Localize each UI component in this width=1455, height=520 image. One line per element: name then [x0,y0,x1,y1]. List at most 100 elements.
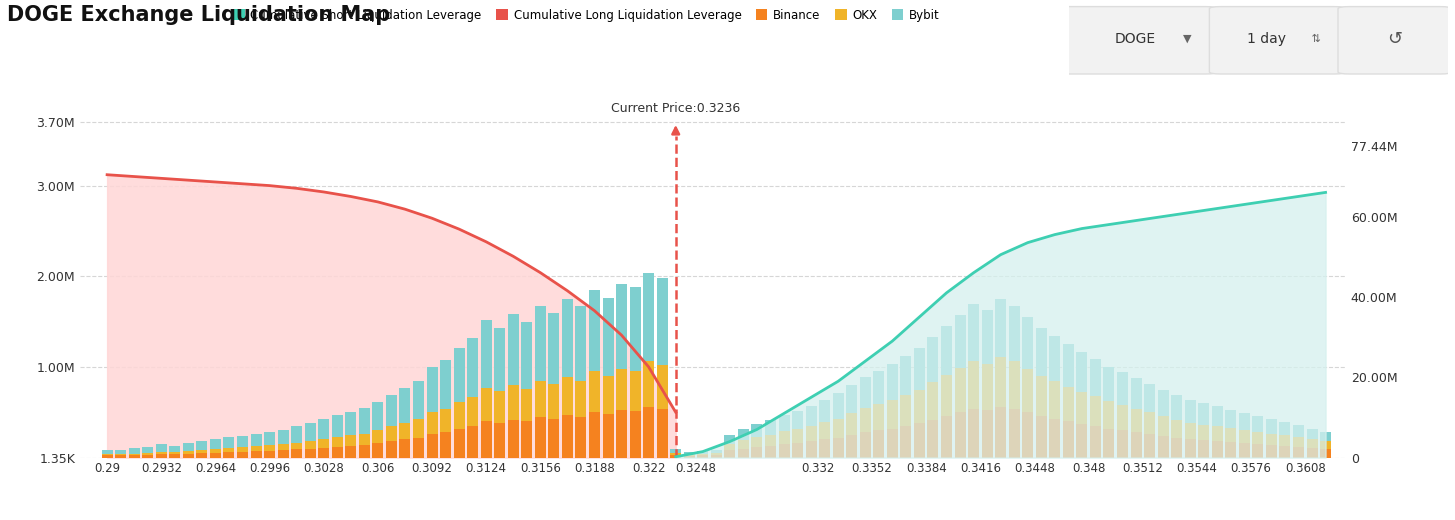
Bar [968,409,979,458]
Bar [278,445,288,450]
Bar [1266,419,1277,434]
Bar [319,448,329,458]
Bar [630,287,640,371]
Bar [196,441,208,450]
Bar [454,348,464,402]
Bar [426,367,438,412]
Bar [224,437,234,448]
Bar [224,452,234,458]
Bar [738,430,749,440]
Bar [901,395,911,426]
Bar [439,409,451,432]
Bar [304,441,316,449]
Bar [183,453,194,458]
Bar [278,450,288,458]
Bar [806,426,816,441]
Bar [156,445,167,452]
Text: ⇅: ⇅ [1308,34,1321,44]
Bar [589,290,599,371]
Bar [778,415,790,431]
Bar [832,438,844,458]
Bar [1171,395,1181,420]
Bar [914,348,925,389]
Bar [1131,432,1142,458]
Bar [278,430,288,445]
Bar [1103,401,1115,428]
Bar [210,449,221,452]
Text: DOGE Exchange Liquidation Map: DOGE Exchange Liquidation Map [7,5,390,25]
Bar [1279,435,1291,446]
Bar [332,437,343,447]
Bar [115,450,127,454]
Bar [400,423,410,439]
Bar [372,430,383,443]
Bar [535,381,546,417]
Bar [792,411,803,430]
Bar [1253,416,1263,432]
Bar [345,435,356,446]
Bar [332,415,343,437]
Bar [1212,441,1222,458]
Bar [128,453,140,455]
Bar [1320,432,1331,441]
Bar [1225,442,1237,458]
Bar [169,446,180,452]
Bar [291,426,303,443]
Bar [508,420,519,458]
Bar [454,428,464,458]
Bar [778,444,790,458]
Bar [237,447,247,452]
Bar [1090,359,1101,396]
Bar [237,452,247,458]
Bar [765,421,776,435]
Bar [263,445,275,451]
Bar [806,441,816,458]
Bar [319,419,329,439]
Bar [643,361,655,407]
Bar [562,299,573,377]
Bar [454,402,464,428]
Bar [549,314,559,384]
Bar [237,436,247,447]
Text: ↺: ↺ [1387,30,1403,48]
Bar [1062,387,1074,421]
Bar [386,396,397,426]
Bar [1144,384,1155,412]
Bar [751,447,762,458]
Bar [1238,430,1250,443]
Bar [1117,405,1128,431]
Bar [671,455,681,458]
Bar [1090,426,1101,458]
Bar [615,410,627,458]
Bar [413,438,423,458]
Bar [615,369,627,410]
Bar [1077,424,1087,458]
Bar [1279,422,1291,435]
Bar [725,435,735,444]
Bar [128,455,140,458]
Bar [1117,431,1128,458]
Bar [1171,438,1181,458]
Bar [508,315,519,385]
Bar [1320,449,1331,458]
Bar [1158,436,1168,458]
Bar [1131,409,1142,432]
Bar [1036,416,1046,458]
Bar [359,408,370,434]
Bar [643,407,655,458]
Bar [1238,443,1250,458]
Bar [535,417,546,458]
Bar [413,381,423,419]
Bar [1008,361,1020,409]
Bar [495,392,505,423]
Bar [941,375,952,416]
Bar [819,422,831,439]
Bar [156,452,167,454]
Bar [995,407,1007,458]
Bar [765,435,776,446]
Bar [1008,409,1020,458]
Bar [115,454,127,456]
Bar [765,446,776,458]
Bar [480,320,492,388]
Bar [888,400,898,428]
